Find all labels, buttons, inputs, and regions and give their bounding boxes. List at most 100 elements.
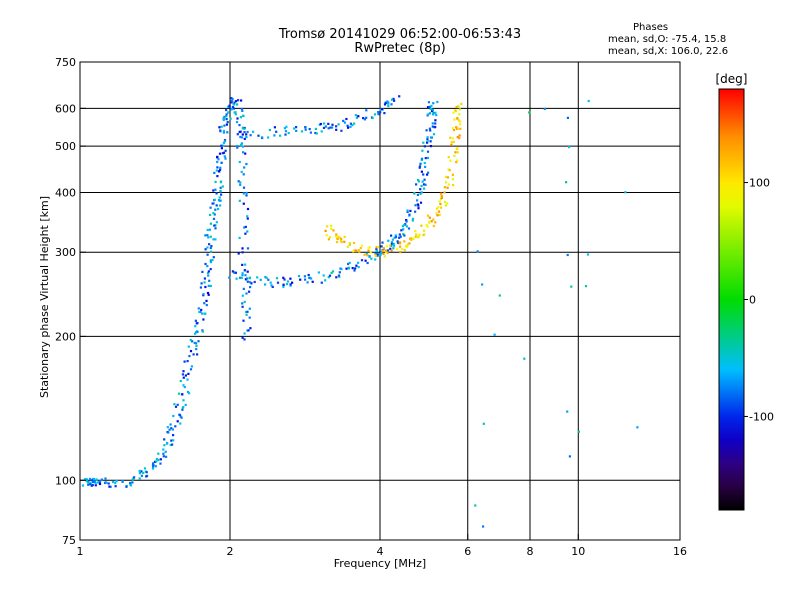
data-point (432, 133, 436, 136)
data-point (289, 277, 292, 280)
data-point (417, 236, 420, 239)
data-point (297, 275, 301, 278)
data-point (340, 268, 343, 271)
data-point (145, 475, 148, 478)
data-point (401, 247, 404, 251)
data-point (428, 105, 431, 108)
data-point (99, 480, 102, 483)
data-point (236, 144, 239, 147)
data-point (279, 134, 282, 137)
data-point (243, 332, 246, 335)
phase-x-stats: mean, sd,X: 106.0, 22.6 (608, 46, 729, 57)
x-tick-label: 6 (464, 545, 471, 558)
data-point (456, 159, 459, 162)
data-point (231, 107, 234, 111)
data-point (193, 341, 196, 344)
data-point (304, 128, 307, 131)
data-point (431, 122, 434, 125)
data-point (427, 101, 430, 104)
data-point (340, 241, 343, 244)
data-point (303, 275, 306, 278)
data-point (209, 284, 212, 288)
data-point (155, 457, 158, 461)
data-point (171, 428, 174, 431)
data-point (222, 117, 225, 120)
data-point (377, 111, 380, 114)
data-point (245, 133, 248, 136)
data-point (409, 237, 412, 240)
data-point (443, 186, 446, 189)
data-point (329, 126, 332, 129)
data-point (131, 478, 134, 481)
data-point (419, 201, 423, 204)
data-point (358, 250, 361, 253)
data-point (454, 151, 457, 154)
data-point (198, 310, 201, 314)
data-point (399, 245, 402, 248)
data-point (393, 236, 396, 239)
data-point (320, 281, 323, 284)
data-point (220, 144, 223, 147)
data-point (566, 410, 569, 413)
data-point (428, 216, 431, 219)
data-point (347, 262, 350, 266)
data-point (246, 217, 249, 220)
data-point (238, 124, 241, 127)
data-point (377, 113, 380, 116)
data-point (231, 270, 234, 273)
data-point (394, 236, 398, 239)
data-point (174, 425, 177, 428)
data-point (166, 426, 169, 429)
data-point (191, 340, 194, 343)
data-point (270, 284, 273, 287)
data-point (304, 126, 307, 129)
data-point (177, 392, 181, 395)
data-point (369, 251, 372, 254)
data-point (206, 234, 209, 237)
data-point (359, 247, 362, 250)
y-tick-label: 500 (55, 140, 76, 153)
data-point (225, 123, 228, 126)
data-point (351, 267, 354, 270)
data-point (437, 210, 441, 213)
data-point (244, 278, 247, 281)
data-point (577, 430, 580, 433)
data-point (458, 108, 461, 111)
data-point (206, 228, 209, 232)
data-point (243, 338, 246, 341)
data-point (383, 255, 386, 258)
data-point (212, 189, 215, 192)
data-point (233, 271, 236, 274)
data-point (220, 161, 223, 164)
data-point (236, 103, 239, 106)
data-point (282, 283, 285, 287)
data-point (417, 204, 420, 207)
grid-lines (80, 62, 680, 540)
data-point (273, 134, 276, 137)
data-point (387, 105, 390, 108)
data-point (285, 125, 288, 128)
data-point (440, 192, 443, 195)
data-point (330, 271, 333, 274)
x-tick-label: 4 (377, 545, 384, 558)
data-point (184, 374, 187, 377)
y-tick-label: 200 (55, 330, 76, 343)
data-point (209, 222, 212, 225)
data-point (243, 269, 246, 272)
data-point (406, 243, 409, 246)
data-point (432, 112, 435, 115)
data-point (170, 427, 173, 430)
data-point (213, 171, 216, 174)
data-point (214, 227, 217, 230)
data-point (211, 259, 214, 262)
data-point (452, 140, 455, 143)
data-point (456, 136, 459, 139)
data-point (235, 277, 238, 280)
data-point (206, 265, 209, 268)
data-point (246, 130, 249, 134)
data-point (129, 481, 132, 485)
data-point (257, 134, 260, 137)
chart-title: Tromsø 20141029 06:52:00-06:53:43 (278, 27, 522, 42)
data-point (241, 251, 244, 254)
data-point (417, 180, 421, 183)
